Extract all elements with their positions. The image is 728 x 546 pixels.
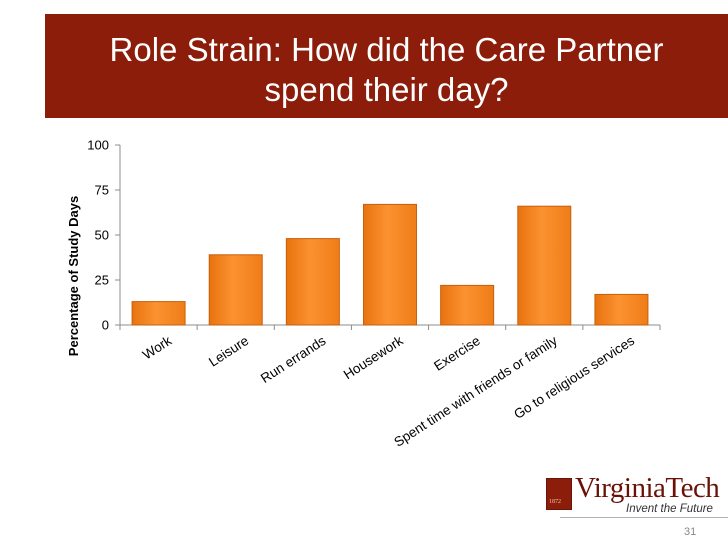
slide-title: Role Strain: How did the Care Partner sp… — [45, 30, 728, 110]
bar — [594, 293, 649, 326]
x-tick-label: Work — [140, 333, 175, 363]
x-tick-label: Run errands — [258, 333, 329, 386]
bar — [363, 203, 417, 326]
bar — [208, 254, 263, 326]
bar — [285, 238, 340, 326]
y-tick-label: 0 — [102, 318, 109, 333]
bar — [517, 205, 572, 326]
slide-title-line-2: spend their day? — [264, 71, 509, 108]
bars — [131, 203, 649, 326]
x-tick-label: Leisure — [206, 333, 251, 370]
y-tick-label: 75 — [95, 183, 109, 198]
x-tick-label: Spent time with friends or family — [391, 333, 560, 450]
x-tick-label: Exercise — [431, 333, 483, 374]
y-tick-label: 100 — [87, 138, 109, 153]
title-bar: Role Strain: How did the Care Partner sp… — [45, 14, 728, 118]
slide-title-line-1: Role Strain: How did the Care Partner — [109, 31, 664, 68]
bar — [131, 301, 186, 326]
y-tick-label: 25 — [95, 273, 109, 288]
category-labels: Work Leisure Run errands Housework ExerciseS… — [140, 333, 637, 450]
bar — [440, 284, 495, 326]
page-number: 31 — [684, 526, 697, 538]
logo-tagline: Invent the Future — [626, 503, 713, 515]
y-axis-label: Percentage of Study Days — [66, 196, 81, 356]
x-tick-label: Housework — [341, 333, 406, 382]
footer-divider — [560, 517, 728, 518]
y-tick-label: 50 — [95, 228, 109, 243]
virginia-tech-logo: 1872 VirginiaTech Invent the Future — [546, 472, 720, 518]
logo-name: VirginiaTech — [575, 472, 720, 504]
shield-icon: 1872 — [546, 478, 572, 510]
shield-year: 1872 — [549, 499, 561, 505]
